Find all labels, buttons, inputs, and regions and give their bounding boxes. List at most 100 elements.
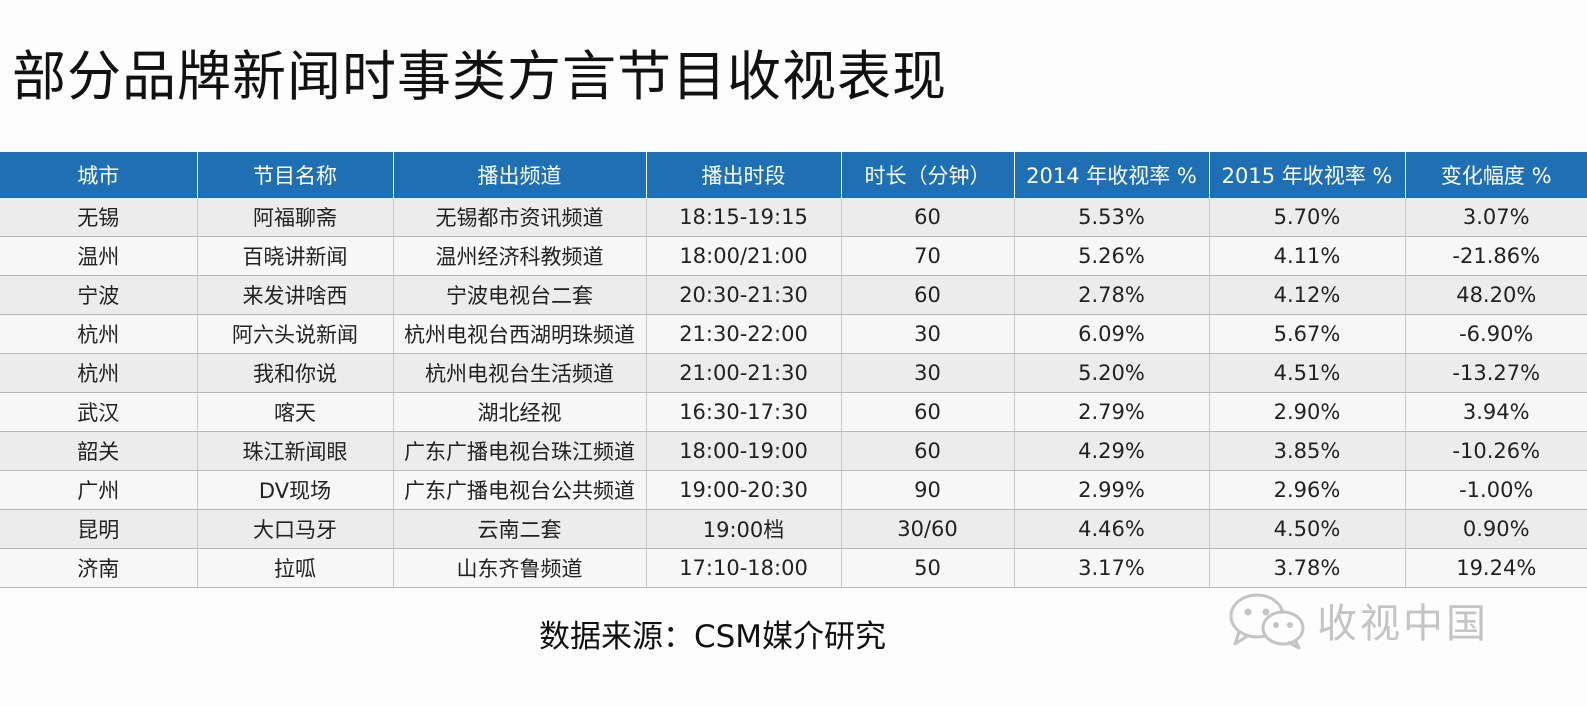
wechat-icon [1225, 590, 1309, 650]
cell-rating-2015: 3.85% [1209, 431, 1406, 471]
page-title: 部分品牌新闻时事类方言节目收视表现 [12, 45, 947, 108]
cell-duration: 30 [841, 353, 1015, 393]
cell-city: 杭州 [0, 314, 198, 354]
cell-program-name: 珠江新闻眼 [197, 431, 394, 471]
watermark: 收视中国 [1225, 590, 1489, 650]
cell-program-name: 百晓讲新闻 [197, 236, 394, 276]
ratings-table: 城市 节目名称 播出频道 播出时段 时长（分钟） 2014 年收视率 % 201… [0, 152, 1587, 588]
cell-city: 宁波 [0, 275, 198, 315]
cell-rating-2015: 2.96% [1209, 470, 1406, 510]
cell-time-slot: 16:30-17:30 [646, 392, 842, 432]
cell-change: -1.00% [1405, 470, 1587, 510]
cell-channel: 杭州电视台西湖明珠频道 [393, 314, 647, 354]
cell-program-name: 喀天 [197, 392, 394, 432]
cell-change: 3.07% [1405, 198, 1587, 237]
table-row: 广州 DV现场 广东广播电视台公共频道 19:00-20:30 90 2.99%… [0, 470, 1587, 510]
cell-channel: 广东广播电视台珠江频道 [393, 431, 647, 471]
table-row: 杭州 阿六头说新闻 杭州电视台西湖明珠频道 21:30-22:00 30 6.0… [0, 314, 1587, 354]
cell-rating-2014: 2.79% [1014, 392, 1210, 432]
cell-change: -21.86% [1405, 236, 1587, 276]
cell-rating-2015: 4.51% [1209, 353, 1406, 393]
cell-rating-2015: 3.78% [1209, 548, 1406, 588]
cell-rating-2014: 4.46% [1014, 509, 1210, 549]
cell-channel: 广东广播电视台公共频道 [393, 470, 647, 510]
header-channel: 播出频道 [393, 152, 647, 198]
cell-channel: 温州经济科教频道 [393, 236, 647, 276]
header-program-name: 节目名称 [197, 152, 394, 198]
cell-rating-2015: 4.50% [1209, 509, 1406, 549]
cell-duration: 90 [841, 470, 1015, 510]
cell-rating-2015: 4.11% [1209, 236, 1406, 276]
cell-program-name: 阿六头说新闻 [197, 314, 394, 354]
cell-rating-2014: 5.53% [1014, 198, 1210, 237]
cell-rating-2014: 5.20% [1014, 353, 1210, 393]
cell-rating-2015: 4.12% [1209, 275, 1406, 315]
cell-program-name: DV现场 [197, 470, 394, 510]
data-source-note: 数据来源：CSM媒介研究 [538, 619, 887, 655]
table-row: 武汉 喀天 湖北经视 16:30-17:30 60 2.79% 2.90% 3.… [0, 392, 1587, 432]
cell-channel: 山东齐鲁频道 [393, 548, 647, 588]
cell-rating-2014: 2.99% [1014, 470, 1210, 510]
cell-rating-2015: 5.70% [1209, 198, 1406, 237]
cell-time-slot: 17:10-18:00 [646, 548, 842, 588]
cell-time-slot: 21:30-22:00 [646, 314, 842, 354]
table-row: 温州 百晓讲新闻 温州经济科教频道 18:00/21:00 70 5.26% 4… [0, 236, 1587, 276]
cell-duration: 50 [841, 548, 1015, 588]
cell-city: 无锡 [0, 198, 198, 237]
table-row: 杭州 我和你说 杭州电视台生活频道 21:00-21:30 30 5.20% 4… [0, 353, 1587, 393]
cell-city: 韶关 [0, 431, 198, 471]
cell-city: 杭州 [0, 353, 198, 393]
header-change: 变化幅度 % [1405, 152, 1587, 198]
cell-channel: 云南二套 [393, 509, 647, 549]
cell-city: 广州 [0, 470, 198, 510]
cell-duration: 30/60 [841, 509, 1015, 549]
table-row: 韶关 珠江新闻眼 广东广播电视台珠江频道 18:00-19:00 60 4.29… [0, 431, 1587, 471]
cell-change: 3.94% [1405, 392, 1587, 432]
cell-rating-2014: 3.17% [1014, 548, 1210, 588]
cell-program-name: 我和你说 [197, 353, 394, 393]
cell-time-slot: 19:00-20:30 [646, 470, 842, 510]
cell-change: 48.20% [1405, 275, 1587, 315]
cell-duration: 60 [841, 431, 1015, 471]
watermark-text: 收视中国 [1317, 601, 1489, 647]
cell-duration: 60 [841, 392, 1015, 432]
cell-program-name: 大口马牙 [197, 509, 394, 549]
cell-time-slot: 19:00档 [646, 509, 842, 549]
cell-rating-2014: 4.29% [1014, 431, 1210, 471]
cell-channel: 湖北经视 [393, 392, 647, 432]
cell-time-slot: 18:15-19:15 [646, 198, 842, 237]
cell-time-slot: 20:30-21:30 [646, 275, 842, 315]
header-time-slot: 播出时段 [646, 152, 842, 198]
header-city: 城市 [0, 152, 198, 198]
cell-program-name: 来发讲啥西 [197, 275, 394, 315]
table-row: 昆明 大口马牙 云南二套 19:00档 30/60 4.46% 4.50% 0.… [0, 509, 1587, 549]
cell-change: -13.27% [1405, 353, 1587, 393]
cell-change: 0.90% [1405, 509, 1587, 549]
cell-channel: 无锡都市资讯频道 [393, 198, 647, 237]
cell-time-slot: 21:00-21:30 [646, 353, 842, 393]
cell-duration: 30 [841, 314, 1015, 354]
header-duration: 时长（分钟） [841, 152, 1015, 198]
cell-city: 昆明 [0, 509, 198, 549]
cell-time-slot: 18:00-19:00 [646, 431, 842, 471]
table-row: 济南 拉呱 山东齐鲁频道 17:10-18:00 50 3.17% 3.78% … [0, 548, 1587, 588]
header-rating-2015: 2015 年收视率 % [1209, 152, 1406, 198]
cell-change: 19.24% [1405, 548, 1587, 588]
cell-program-name: 拉呱 [197, 548, 394, 588]
cell-time-slot: 18:00/21:00 [646, 236, 842, 276]
cell-duration: 60 [841, 275, 1015, 315]
cell-city: 济南 [0, 548, 198, 588]
cell-change: -6.90% [1405, 314, 1587, 354]
cell-program-name: 阿福聊斋 [197, 198, 394, 237]
cell-city: 武汉 [0, 392, 198, 432]
table-row: 无锡 阿福聊斋 无锡都市资讯频道 18:15-19:15 60 5.53% 5.… [0, 198, 1587, 237]
cell-channel: 宁波电视台二套 [393, 275, 647, 315]
cell-channel: 杭州电视台生活频道 [393, 353, 647, 393]
table-header-row: 城市 节目名称 播出频道 播出时段 时长（分钟） 2014 年收视率 % 201… [0, 152, 1587, 198]
header-rating-2014: 2014 年收视率 % [1014, 152, 1210, 198]
cell-change: -10.26% [1405, 431, 1587, 471]
cell-duration: 70 [841, 236, 1015, 276]
cell-city: 温州 [0, 236, 198, 276]
cell-rating-2014: 2.78% [1014, 275, 1210, 315]
cell-rating-2014: 6.09% [1014, 314, 1210, 354]
